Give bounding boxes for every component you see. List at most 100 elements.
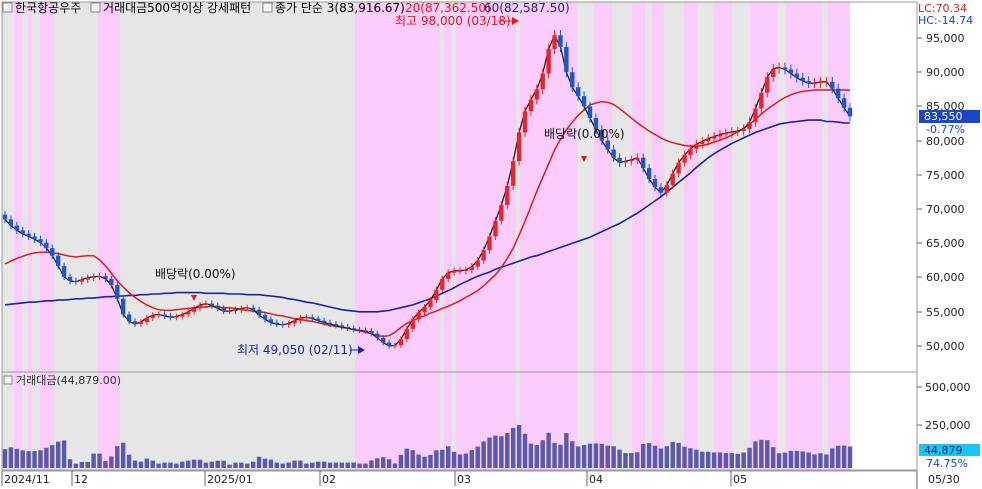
price-tick: 55,000 <box>926 306 965 319</box>
candle <box>162 314 167 316</box>
volume-label: 거래대금(44,879.00) <box>16 374 121 387</box>
current-price-box <box>919 110 980 123</box>
candle <box>741 129 746 132</box>
candle <box>256 309 262 316</box>
price-tick: 70,000 <box>926 203 965 216</box>
volume-bar <box>581 445 587 468</box>
volume-bar <box>250 461 256 468</box>
price-tick: 75,000 <box>926 169 965 182</box>
candle <box>581 96 587 107</box>
dividend-label: 배당락(0.00%) <box>544 127 625 141</box>
candle <box>138 322 144 325</box>
candle <box>759 92 764 109</box>
candle <box>386 342 392 346</box>
candle <box>605 140 610 150</box>
candle <box>321 320 327 323</box>
volume-bar <box>676 442 681 468</box>
candle <box>463 270 469 272</box>
candle <box>694 144 699 149</box>
volume-bar <box>327 462 333 468</box>
volume-bar <box>138 461 144 468</box>
volume-bar <box>185 460 191 468</box>
volume-bar <box>333 462 339 468</box>
volume-bar <box>564 433 569 468</box>
candle <box>753 108 758 123</box>
candle <box>221 308 226 312</box>
volume-bar <box>694 449 699 468</box>
volume-bar <box>180 461 185 468</box>
date-tick: 05 <box>733 473 747 486</box>
volume-bar <box>812 454 817 468</box>
low-annotation: 최저 49,050 (02/11) <box>237 343 365 357</box>
volume-bar <box>434 450 439 468</box>
candle <box>534 89 540 100</box>
candle <box>239 308 244 310</box>
volume-bar <box>841 445 847 468</box>
candle <box>688 148 693 156</box>
candle <box>327 322 333 325</box>
candle <box>150 315 155 318</box>
volume-bar <box>422 456 427 468</box>
current-price: 83,550 <box>924 110 963 123</box>
candle <box>493 220 498 237</box>
highlight-band <box>444 2 452 470</box>
candle <box>215 305 220 309</box>
volume-bar <box>835 445 841 468</box>
candle <box>97 276 102 278</box>
candle <box>416 312 421 320</box>
candle <box>50 248 55 256</box>
highlight-band <box>355 2 440 470</box>
volume-bar <box>457 454 463 468</box>
date-tick-marks <box>1 471 918 489</box>
candle <box>818 81 823 84</box>
highlight-band <box>828 2 850 470</box>
high-label: 최고 98,000 (03/18) <box>395 14 511 28</box>
volume-bar <box>209 461 215 468</box>
volume-bar <box>2 449 8 468</box>
date-tick: 05/30 <box>928 473 960 486</box>
volume-bar <box>67 459 73 468</box>
candle <box>310 317 315 319</box>
volume-bar <box>168 462 173 468</box>
candle <box>635 157 640 160</box>
volume-bar <box>197 459 203 468</box>
volume-bar <box>522 433 528 468</box>
volume-bar <box>463 453 469 468</box>
candle <box>61 265 67 277</box>
candle <box>522 111 528 133</box>
volume-bar <box>321 461 327 468</box>
volume-bar <box>765 440 770 468</box>
low-arrow-icon <box>358 346 365 354</box>
volume-bar <box>304 463 309 468</box>
volume-bar <box>428 454 433 468</box>
volume-bar <box>729 453 735 468</box>
candle <box>428 300 433 307</box>
volume-current-box <box>919 444 980 456</box>
change-pct: -0.77% <box>926 123 965 136</box>
volume-bar <box>499 436 504 468</box>
candle <box>516 132 522 162</box>
volume-bar <box>664 446 670 468</box>
volume-bar <box>800 451 805 468</box>
candle <box>292 320 297 324</box>
volume-bar <box>670 441 675 468</box>
candle <box>286 323 291 325</box>
candle <box>445 272 451 279</box>
volume-bar <box>475 446 480 468</box>
volume-bar <box>150 460 155 468</box>
volume-bar <box>144 458 150 468</box>
volume-bar <box>363 463 368 468</box>
volume-bar <box>369 460 374 468</box>
candle <box>552 35 557 49</box>
volume-bar <box>109 456 114 468</box>
candle <box>115 285 120 299</box>
volume-bar <box>575 446 581 468</box>
candle <box>640 157 646 169</box>
price-axis: 95,000 90,000 85,000 80,000 75,000 70,00… <box>926 32 965 353</box>
candle <box>26 233 31 237</box>
volume-bar <box>605 445 610 468</box>
volume-bar <box>375 458 380 468</box>
candle <box>126 314 132 322</box>
ma60-label: 60(82,587.50) <box>484 1 570 15</box>
